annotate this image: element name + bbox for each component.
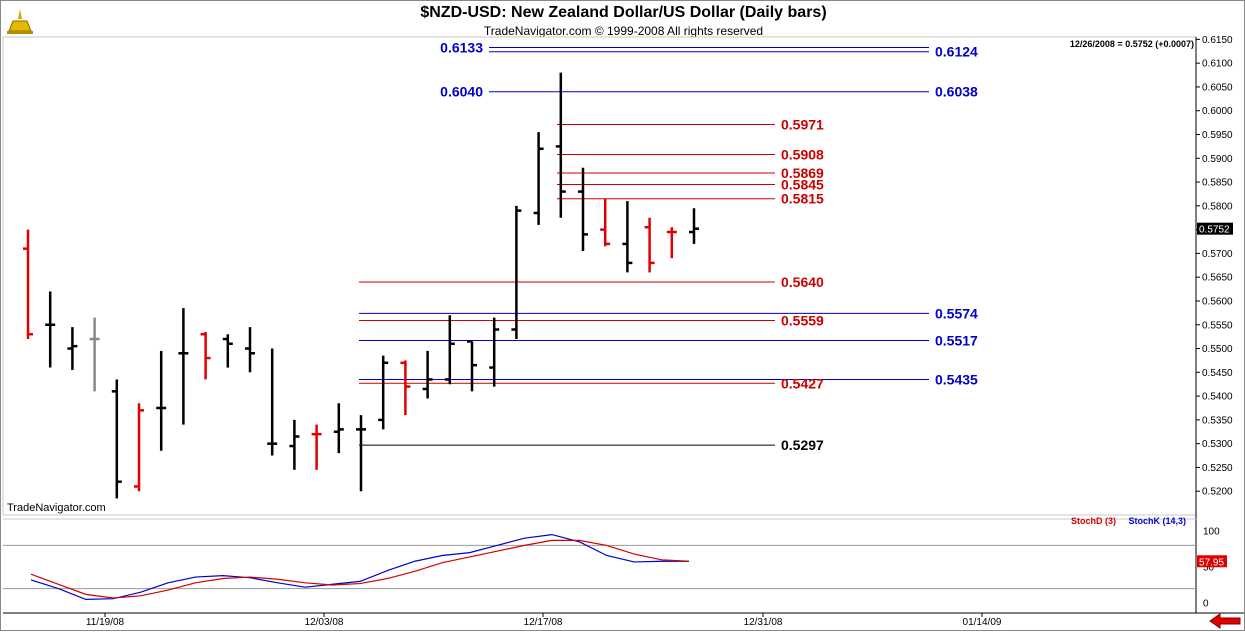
y-tick-label: 0.5300 <box>1202 439 1233 450</box>
level-label: 0.5640 <box>781 274 824 290</box>
current-price-tag-text: 0.5752 <box>1199 225 1230 236</box>
y-tick-label: 0.5800 <box>1202 201 1233 212</box>
x-tick-label: 11/19/08 <box>86 617 125 628</box>
level-label: 0.6038 <box>935 84 978 100</box>
y-tick-label: 0.5350 <box>1202 415 1233 426</box>
level-label: 0.5815 <box>781 191 824 207</box>
level-label: 0.6124 <box>935 44 978 60</box>
chart-title: $NZD-USD: New Zealand Dollar/US Dollar (… <box>420 4 827 21</box>
stochd-legend: StochD (3) <box>1070 516 1116 526</box>
y-tick-label: 0.6150 <box>1202 35 1233 46</box>
stoch-tick-label: 0 <box>1203 599 1209 610</box>
y-tick-label: 0.5500 <box>1202 344 1233 355</box>
scroll-left-arrow-icon[interactable] <box>1208 613 1242 629</box>
level-label: 0.5574 <box>935 305 978 321</box>
y-tick-label: 0.6050 <box>1202 82 1233 93</box>
current-price-tag <box>1197 222 1233 235</box>
x-tick-label: 12/03/08 <box>305 617 344 628</box>
last-quote: 12/26/2008 = 0.5752 (+0.0007) <box>1069 39 1194 49</box>
level-label: 0.6133 <box>440 39 483 55</box>
chart-subtitle: TradeNavigator.com © 1999-2008 All right… <box>483 24 764 38</box>
level-label: 0.5435 <box>935 371 978 387</box>
level-label: 0.5869 <box>781 165 824 181</box>
y-tick-label: 0.6100 <box>1202 59 1233 70</box>
level-label: 0.5427 <box>781 375 824 391</box>
y-tick-label: 0.5700 <box>1202 249 1233 260</box>
level-label: 0.5297 <box>781 437 824 453</box>
level-label: 0.5559 <box>781 312 824 328</box>
stoch-legend: StochD (3) StochK (14,3) <box>1071 516 1186 526</box>
stochk-line <box>30 533 689 601</box>
y-tick-label: 0.5550 <box>1202 320 1233 331</box>
watermark: TradeNavigator.com <box>7 502 106 514</box>
stochk-legend: StochK (14,3) <box>1128 516 1186 526</box>
x-tick-label: 12/31/08 <box>744 617 783 628</box>
stoch-value-tag <box>1197 555 1227 568</box>
level-label: 0.5908 <box>781 146 824 162</box>
trade-navigator-logo-icon <box>7 9 33 34</box>
price-panel-frame <box>2 36 1197 516</box>
y-tick-label: 0.5650 <box>1202 273 1233 284</box>
y-tick-label: 0.5450 <box>1202 368 1233 379</box>
x-tick-label: 01/14/09 <box>963 617 1002 628</box>
stoch-value-tag-text: 57.95 <box>1199 557 1224 568</box>
stochd-line <box>30 539 690 599</box>
y-tick-label: 0.6000 <box>1202 106 1233 117</box>
y-tick-label: 0.5250 <box>1202 463 1233 474</box>
stoch-tick-label: 50 <box>1203 563 1215 574</box>
level-label: 0.5845 <box>781 176 824 192</box>
y-tick-label: 0.5850 <box>1202 178 1233 189</box>
level-label: 0.5971 <box>781 117 824 133</box>
stoch-tick-label: 100 <box>1203 527 1220 538</box>
level-label: 0.5517 <box>935 332 978 348</box>
y-tick-label: 0.5600 <box>1202 296 1233 307</box>
y-tick-label: 0.5900 <box>1202 154 1233 165</box>
x-tick-label: 12/17/08 <box>524 617 563 628</box>
level-label: 0.6040 <box>440 84 483 100</box>
y-tick-label: 0.5950 <box>1202 130 1233 141</box>
y-tick-label: 0.5400 <box>1202 392 1233 403</box>
y-tick-label: 0.5200 <box>1202 487 1233 498</box>
